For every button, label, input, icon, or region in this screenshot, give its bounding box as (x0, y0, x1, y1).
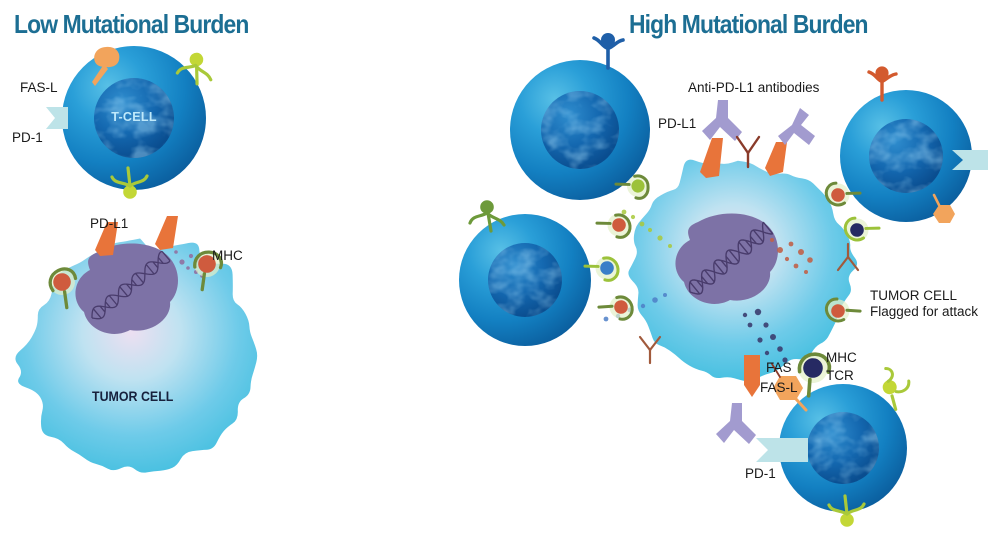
svg-text:PD-1: PD-1 (745, 466, 776, 481)
svg-text:Anti-PD-L1 antibodies: Anti-PD-L1 antibodies (688, 80, 820, 95)
svg-text:FAS: FAS (766, 360, 792, 375)
svg-text:MHC: MHC (826, 350, 857, 365)
svg-text:TUMOR CELL: TUMOR CELL (870, 288, 958, 303)
svg-text:Flagged for attack: Flagged for attack (870, 304, 978, 319)
svg-text:PD-L1: PD-L1 (658, 116, 696, 131)
svg-text:FAS-L: FAS-L (760, 380, 798, 395)
svg-text:TCR: TCR (826, 368, 854, 383)
